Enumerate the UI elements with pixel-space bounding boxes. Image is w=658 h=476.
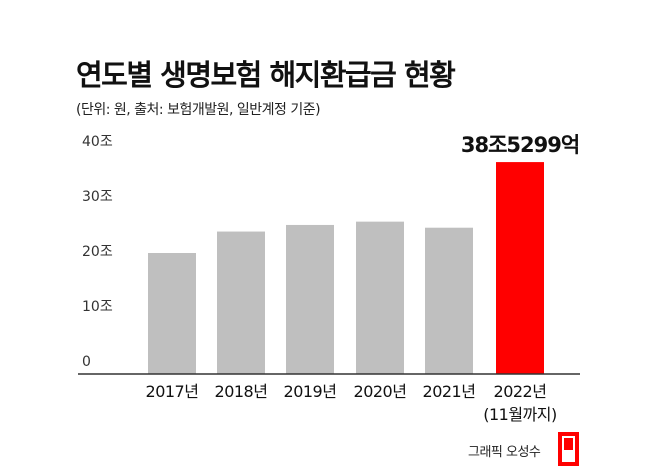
y-tick-label: 40조 bbox=[82, 134, 113, 150]
x-tick-label: 2019년 bbox=[284, 382, 337, 401]
bar-chart: 0 10조 20조 30조 40조 2017년 2018년 2019년 2020년 2021년 38… bbox=[78, 133, 580, 424]
x-tick-label: 2022년 bbox=[494, 382, 547, 401]
chart-title: 연도별 생명보험 해지환급금 현황 bbox=[76, 58, 456, 92]
x-tick-label: 2020년 bbox=[354, 382, 407, 401]
x-tick-label: 2021년 bbox=[423, 382, 476, 401]
y-tick-label: 10조 bbox=[82, 299, 113, 315]
bar bbox=[286, 224, 334, 374]
data-label: 38조5299억 bbox=[461, 133, 579, 157]
x-tick-label: 2017년 bbox=[146, 382, 199, 401]
x-tick-note: (11월까지) bbox=[483, 405, 557, 424]
x-tick-label: 2018년 bbox=[215, 382, 268, 401]
bar bbox=[356, 221, 404, 374]
graphic-credit: 그래픽 오성수 bbox=[468, 445, 541, 460]
highlight-bar bbox=[496, 162, 544, 374]
y-tick-label: 0 bbox=[82, 354, 91, 370]
publisher-logo-icon bbox=[558, 432, 579, 466]
y-tick-label: 30조 bbox=[82, 189, 113, 205]
y-tick-label: 20조 bbox=[82, 244, 113, 260]
bar bbox=[425, 227, 473, 374]
chart-subtitle: (단위: 원, 출처: 보험개발원, 일반계정 기준) bbox=[76, 102, 321, 118]
bar bbox=[217, 231, 265, 374]
bar bbox=[148, 253, 196, 374]
